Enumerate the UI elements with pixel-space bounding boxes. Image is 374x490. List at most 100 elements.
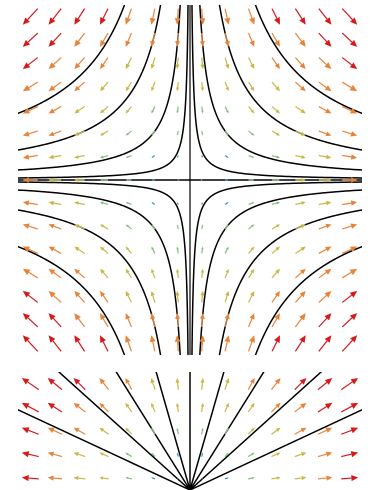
arrow-head <box>324 335 332 343</box>
arrow <box>341 57 358 70</box>
streamline <box>191 181 362 355</box>
arrow-shaft <box>224 57 228 65</box>
arrow-head <box>201 246 204 250</box>
arrow-head <box>251 202 255 205</box>
arrow <box>199 8 206 25</box>
arrow <box>73 427 86 435</box>
arrow <box>317 402 333 413</box>
arrow <box>125 178 132 182</box>
arrow-head <box>250 402 255 408</box>
arrow-head <box>176 427 179 431</box>
arrow-head <box>249 63 255 70</box>
arrow-head <box>22 84 31 92</box>
arrow <box>74 81 86 92</box>
arrow-shaft <box>294 8 303 20</box>
arrow <box>294 475 307 481</box>
arrow-shaft <box>28 202 38 206</box>
arrow-shaft <box>27 57 39 66</box>
arrow-shaft <box>248 477 253 480</box>
arrow <box>224 57 230 70</box>
arrow-shaft <box>342 130 352 135</box>
arrow-shaft <box>341 340 353 352</box>
arrow-head <box>225 402 229 408</box>
arrow-head <box>74 224 80 229</box>
arrow-shaft <box>152 106 156 111</box>
arrow-shaft <box>102 106 109 112</box>
arrow-shaft <box>28 130 38 135</box>
arrow <box>99 246 109 254</box>
arrow-shaft <box>295 154 302 158</box>
arrow <box>271 32 281 47</box>
arrow <box>73 475 86 481</box>
arrow <box>48 223 62 230</box>
arrow <box>224 202 229 205</box>
arrow <box>318 223 332 230</box>
arrow-head <box>300 402 307 409</box>
arrow-head <box>99 290 106 297</box>
arrow <box>201 452 204 457</box>
arrow <box>125 377 133 390</box>
arrow-shaft <box>294 271 303 279</box>
arrow <box>271 154 281 159</box>
arrow-head <box>200 64 205 70</box>
arrow-shaft <box>247 453 253 458</box>
arrow-head <box>48 85 56 92</box>
arrow <box>175 81 180 92</box>
arrow-head <box>125 155 129 158</box>
arrow-shaft <box>201 106 203 111</box>
arrow <box>22 57 39 70</box>
arrow-shaft <box>224 318 228 328</box>
arrow-head <box>22 246 31 253</box>
arrow <box>247 32 255 47</box>
arrow-shaft <box>248 130 253 135</box>
arrow-head <box>175 402 180 407</box>
arrow-head <box>151 452 154 455</box>
arrow <box>201 130 204 136</box>
arrow-head <box>301 155 306 159</box>
arrow-head <box>74 201 79 205</box>
arrow-shaft <box>248 106 253 112</box>
arrow <box>224 290 230 303</box>
arrow-shaft <box>28 225 38 230</box>
arrow <box>174 335 181 352</box>
arrow <box>125 290 132 303</box>
arrow-head <box>300 224 306 229</box>
arrow-shaft <box>102 130 109 135</box>
arrow <box>151 130 156 136</box>
arrow <box>201 224 204 230</box>
arrow-head <box>48 108 55 114</box>
arrow <box>151 477 156 480</box>
arrow <box>73 377 86 391</box>
arrow-shaft <box>52 340 62 352</box>
arrow-shaft <box>152 453 156 457</box>
arrow <box>22 335 39 352</box>
arrow <box>224 224 229 230</box>
arrow-head <box>150 63 155 70</box>
arrow-shaft <box>53 81 62 89</box>
arrow-head <box>249 335 255 343</box>
arrow-shaft <box>271 81 278 88</box>
arrow-shaft <box>127 295 132 303</box>
arrow-shaft <box>271 429 278 435</box>
arrow <box>125 313 133 328</box>
arrow-head <box>349 313 358 321</box>
arrow-head <box>176 224 179 227</box>
arrow-head <box>225 377 230 384</box>
arrow-shaft <box>201 406 204 413</box>
arrow <box>294 81 306 92</box>
arrow-head <box>324 17 332 25</box>
arrow-shaft <box>224 295 228 303</box>
arrow <box>175 290 180 303</box>
arrow <box>294 427 307 435</box>
arrow-shaft <box>294 57 303 65</box>
arrow-head <box>326 475 333 481</box>
arrow <box>248 106 255 114</box>
arrow <box>99 106 109 114</box>
arrow-head <box>175 313 181 319</box>
arrow <box>248 224 255 230</box>
arrow-head <box>74 62 81 70</box>
arrow-head <box>176 133 179 136</box>
arrow-head <box>99 39 106 47</box>
arrow <box>149 8 156 25</box>
